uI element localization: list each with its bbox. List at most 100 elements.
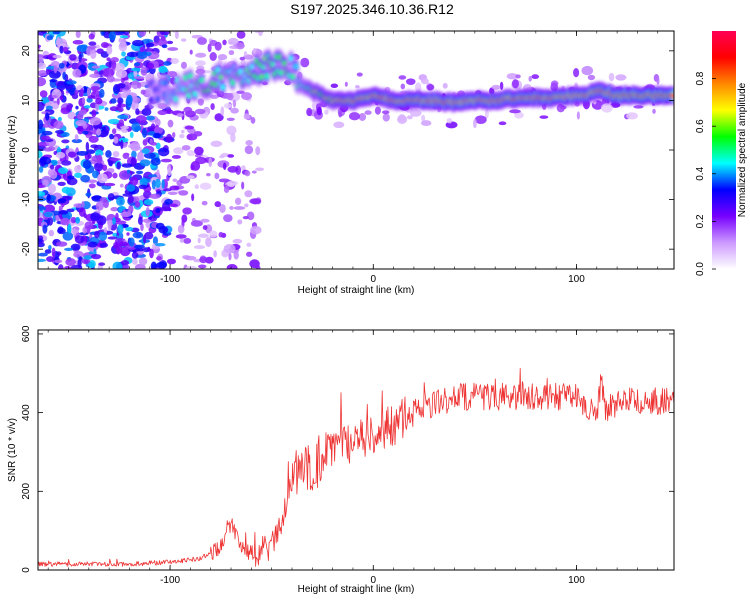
spectrogram-speckle	[74, 134, 79, 141]
spectrogram-speckle	[190, 220, 203, 227]
spectrogram-speckle	[140, 223, 144, 232]
spectrogram-speckle	[95, 149, 104, 157]
spectrogram-speckle	[581, 65, 594, 76]
spectrogram-speckle	[103, 182, 116, 187]
spectrogram-speckle	[89, 49, 97, 60]
spectrogram-speckle	[181, 144, 191, 151]
spectrogram-speckle	[186, 150, 196, 157]
spectrogram-speckle	[69, 54, 77, 61]
spectrogram-speckle	[220, 106, 225, 116]
spectrogram-speckle	[66, 80, 77, 85]
spectrogram-speckle	[43, 211, 54, 218]
spectrogram-speckle	[484, 108, 489, 119]
spectrogram-speckle	[85, 141, 90, 152]
spectrogram-speckle	[38, 206, 47, 211]
spectrogram-speckle	[121, 163, 133, 168]
spectrogram-speckle	[115, 212, 119, 220]
spectrogram-speckle	[420, 78, 429, 85]
spectrogram-speckle	[228, 252, 232, 261]
spectrogram-speckle	[230, 107, 239, 114]
spectrogram-speckle	[129, 131, 134, 138]
spectrogram-speckle	[170, 58, 179, 64]
spectrogram-speckle	[70, 264, 83, 269]
spectrogram-speckle	[72, 228, 77, 237]
spectrogram-speckle	[158, 226, 169, 234]
spectrogram-speckle	[175, 234, 187, 239]
colorbar-tick-label: 0.4	[695, 166, 706, 180]
spectrogram-speckle	[633, 105, 644, 109]
spectrogram-speckle	[172, 131, 176, 138]
spectrogram-speckle	[214, 41, 222, 51]
spectrogram-speckle	[126, 51, 139, 58]
spectrogram-speckle	[137, 82, 142, 89]
spectrogram-speckle	[46, 193, 51, 202]
spectrogram-speckle	[47, 216, 54, 226]
spectrogram-speckle	[49, 70, 61, 79]
spectrogram-speckle	[83, 255, 93, 260]
spectrogram-speckle	[160, 158, 172, 163]
spectrogram-speckle	[41, 123, 51, 128]
spectrogram-speckle	[48, 229, 55, 237]
spectrogram-speckle	[142, 234, 147, 244]
spectrogram-speckle	[153, 127, 164, 134]
spectrogram-speckle	[506, 73, 518, 80]
spectrogram-speckle	[96, 154, 103, 165]
spectrogram-speckle	[223, 214, 233, 223]
spectrogram-speckle	[52, 31, 60, 35]
spectrogram-speckle	[240, 92, 253, 101]
spectrogram-speckle	[75, 31, 81, 39]
spectrogram-speckle	[81, 97, 86, 104]
spectrogram-speckle	[161, 179, 165, 189]
spectrogram-speckle	[300, 57, 310, 68]
spectrogram-speckle	[113, 241, 119, 249]
spectrogram-speckle	[219, 203, 226, 213]
spectrogram-speckle	[61, 186, 71, 194]
spectrogram-speckle	[88, 33, 95, 40]
spectrogram-speckle	[143, 152, 156, 159]
spectrogram-speckle	[57, 264, 64, 269]
spectrogram-speckle	[52, 54, 62, 59]
spectrogram-speckle	[96, 128, 102, 136]
spectrogram-speckle	[66, 104, 73, 112]
spectrogram-speckle	[153, 132, 161, 139]
spectrogram-speckle	[126, 169, 131, 174]
spectrogram-speckle	[249, 198, 261, 205]
spectrogram-speckle	[119, 183, 124, 188]
spectrogram-speckle	[197, 233, 209, 238]
spectrogram-speckle	[55, 151, 66, 159]
spectrogram-speckle	[197, 237, 201, 244]
spectrogram-speckle	[472, 118, 477, 129]
snr-frame	[37, 329, 675, 571]
spectrogram-speckle	[167, 47, 179, 51]
spectrogram-speckle	[120, 139, 124, 150]
spectrogram-speckle	[102, 67, 115, 78]
spectrogram-speckle	[154, 242, 166, 247]
spectrogram-speckle	[656, 77, 660, 85]
y-tick-label: 10	[21, 94, 32, 106]
spectrogram-speckle	[117, 224, 124, 234]
ridge-core	[163, 79, 169, 86]
spectrogram-speckle	[86, 97, 93, 103]
spectrogram-speckle	[226, 264, 238, 269]
spectrogram-speckle	[86, 87, 91, 97]
spectrogram-speckle	[195, 157, 207, 165]
spectrogram-speckle	[132, 258, 138, 265]
spectrogram-speckle	[205, 256, 214, 264]
spectrogram-speckle	[446, 117, 453, 124]
y-tick-label: 0	[21, 147, 32, 153]
snr-panel: -100 0 100 0 200 400 600 Height of straight li…	[7, 325, 675, 595]
spectrogram-speckle	[101, 126, 107, 131]
spectrogram-speckle	[88, 183, 96, 189]
spectrogram-speckle	[115, 69, 128, 79]
spectrogram-speckle	[183, 237, 192, 244]
spectrogram-speckle	[59, 95, 64, 101]
spectrogram-speckle	[92, 170, 100, 179]
spectrogram-speckle	[145, 115, 155, 121]
spectrogram-speckle	[95, 97, 103, 105]
spectrogram-speckle	[230, 132, 236, 143]
spectrogram-speckle	[146, 42, 155, 48]
spectrogram-speckle	[82, 159, 92, 169]
spectrogram-speckle	[118, 38, 123, 43]
spectrogram-speckle	[141, 148, 150, 154]
